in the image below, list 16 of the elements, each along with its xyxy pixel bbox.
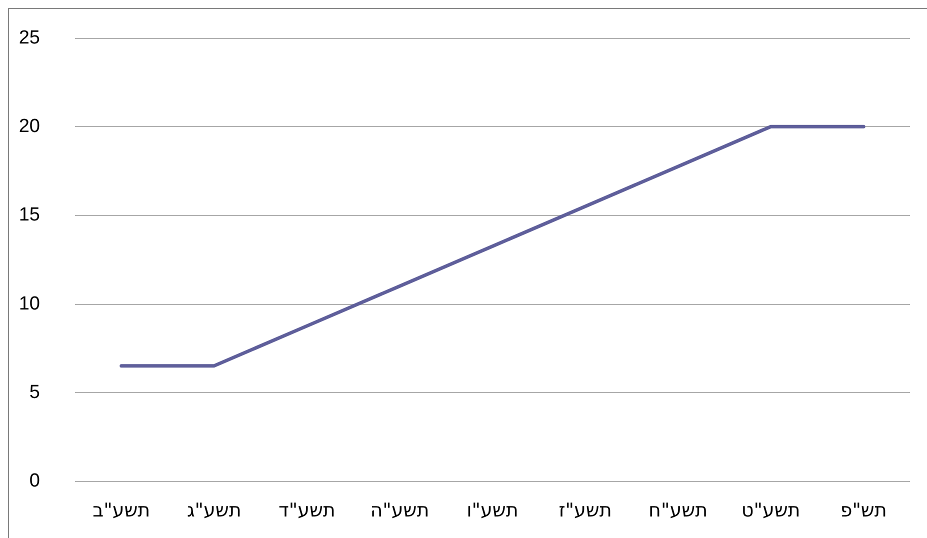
x-tick-label: תש"פ <box>840 500 887 522</box>
x-tick-label: תשע"ב <box>92 500 150 522</box>
x-tick-label: תשע"ז <box>558 500 612 522</box>
y-tick-label: 10 <box>18 293 40 314</box>
y-tick-label: 25 <box>18 28 40 48</box>
line-series <box>120 124 866 368</box>
y-tick-label: 15 <box>18 204 40 226</box>
x-tick-label: תשע"ד <box>278 500 336 522</box>
x-tick-label: תשע"ח <box>648 500 708 522</box>
x-tick-label: תשע"ג <box>186 500 242 522</box>
x-tick-label: תשע"ו <box>466 500 518 522</box>
x-tick-label: תשע"ט <box>741 500 800 522</box>
y-tick-label: 5 <box>29 382 40 403</box>
y-tick-label: 20 <box>18 116 40 138</box>
y-tick-label: 0 <box>29 470 40 492</box>
x-tick-label: תשע"ה <box>370 500 430 522</box>
